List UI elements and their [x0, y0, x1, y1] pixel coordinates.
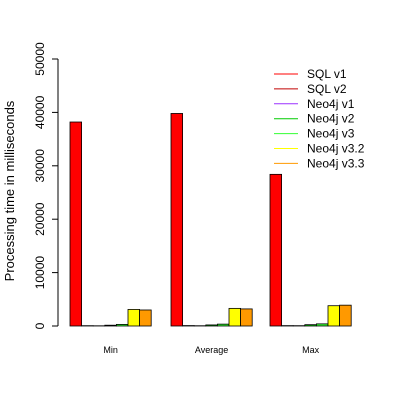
- legend-label: Neo4j v1: [307, 97, 355, 111]
- x-tick-label: Max: [302, 345, 320, 355]
- bar: [216, 323, 230, 327]
- legend-label: SQL v2: [307, 82, 347, 96]
- x-tick-label: Min: [103, 345, 118, 355]
- y-tick-label: 30000: [33, 149, 47, 183]
- y-axis: 0 10000 20000 30000 40000 50000: [33, 42, 59, 329]
- bar: [269, 173, 283, 327]
- bar: [139, 309, 152, 327]
- legend-label: Neo4j v2: [307, 112, 355, 126]
- bar: [170, 113, 184, 327]
- legend-label: Neo4j v3.2: [307, 142, 365, 156]
- bar: [304, 324, 317, 327]
- y-tick-label: 50000: [33, 42, 47, 76]
- bar: [327, 305, 341, 327]
- bar: [240, 308, 253, 327]
- bar: [116, 323, 129, 327]
- y-axis-title: Processing time in milliseconds: [2, 100, 17, 281]
- bar: [127, 309, 141, 327]
- y-tick-label: 40000: [33, 95, 47, 129]
- bar: [339, 304, 352, 327]
- legend-label: Neo4j v3: [307, 127, 355, 141]
- y-tick-label: 10000: [33, 256, 47, 290]
- x-tick-label: Average: [195, 345, 228, 355]
- bar: [104, 324, 117, 327]
- bar: [315, 323, 329, 327]
- bar: [228, 307, 242, 327]
- y-tick-label: 20000: [33, 202, 47, 236]
- bar: [205, 324, 218, 327]
- bar: [69, 121, 83, 327]
- legend-label: Neo4j v3.3: [307, 156, 365, 170]
- legend-label: SQL v1: [307, 67, 347, 81]
- bars: [69, 113, 352, 327]
- x-axis-labels: Min Average Max: [103, 345, 319, 355]
- y-tick-label: 0: [33, 322, 47, 329]
